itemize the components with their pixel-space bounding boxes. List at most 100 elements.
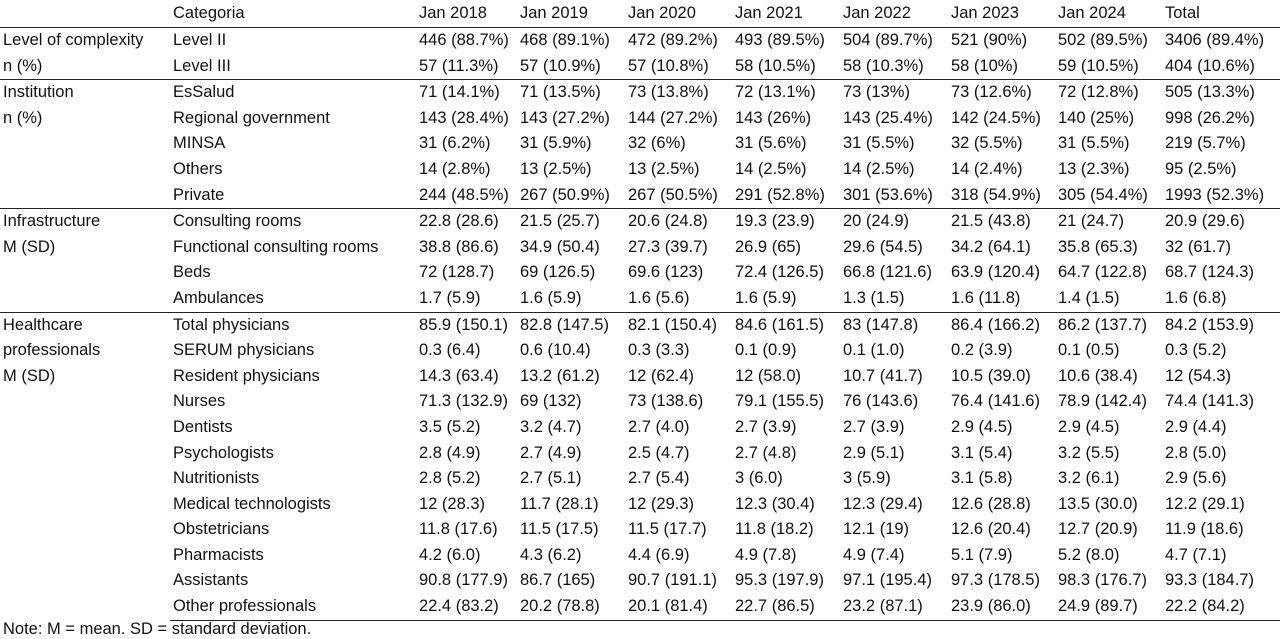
value-cell: 19.3 (23.9): [732, 208, 840, 235]
category-cell: Beds: [173, 263, 211, 282]
value-cell: 4.2 (6.0): [419, 545, 481, 564]
value-cell: 4.3 (6.2): [520, 545, 582, 564]
value-cell: 59 (10.5%): [1058, 56, 1139, 75]
value-cell: 1.7 (5.9): [419, 288, 481, 307]
value-cell: 0.1 (1.0): [843, 341, 905, 360]
value-cell: 97.3 (178.5): [951, 571, 1040, 590]
table-row: Resident physicians 14.3 (63.4) 13.2 (61.2…: [0, 364, 1280, 390]
value-cell: 12 (62.4): [628, 366, 695, 385]
header-column: Jan 2019: [520, 4, 588, 22]
value-cell: 13.5 (30.0): [1058, 494, 1138, 513]
value-cell: 1.4 (1.5): [1058, 288, 1120, 307]
header-column: Jan 2023: [951, 4, 1019, 22]
value-cell: 32 (61.7): [1165, 237, 1232, 256]
value-cell: 72 (13.1%): [732, 79, 840, 106]
table-row: Obstetricians 11.8 (17.6) 11.5 (17.5) 11.5 …: [0, 517, 1280, 543]
value-cell: 2.7 (3.9): [735, 417, 797, 436]
value-cell: 12.7 (20.9): [1058, 520, 1138, 539]
value-cell: 95.3 (197.9): [735, 571, 824, 590]
table-row: Infrastructure M (SD) Consulting rooms 22.8…: [0, 208, 1280, 313]
value-cell: 12 (54.3): [1165, 366, 1232, 385]
value-cell: 82.8 (147.5): [517, 311, 625, 339]
value-cell: 3406 (89.4%): [1165, 31, 1265, 49]
value-cell: 26.9 (65): [735, 237, 802, 256]
group-label-line: M (SD): [3, 237, 56, 256]
value-cell: 82.1 (150.4): [625, 311, 732, 339]
category-cell: Others: [173, 159, 223, 178]
row-group: Infrastructure M (SD) Consulting rooms 22.8…: [0, 208, 1280, 313]
value-cell: 20.9 (29.6): [1162, 208, 1280, 235]
table-row: Healthcare professionals M (SD) Total physi…: [0, 311, 1280, 621]
value-cell: 11.9 (18.6): [1165, 520, 1244, 539]
header-category: Categoria: [173, 4, 245, 22]
value-cell: 468 (89.1%): [520, 31, 610, 49]
value-cell: 27.3 (39.7): [628, 237, 708, 256]
value-cell: 14.3 (63.4): [419, 366, 499, 385]
value-cell: 0.1 (0.9): [735, 341, 797, 360]
value-cell: 13 (2.5%): [520, 159, 592, 178]
value-cell: 1.3 (1.5): [843, 288, 905, 307]
value-cell: 86.4 (166.2): [948, 311, 1055, 339]
value-cell: 57 (10.8%): [628, 56, 709, 75]
value-cell: 0.2 (3.9): [951, 341, 1013, 360]
value-cell: 23.2 (87.1): [840, 594, 948, 621]
group-label-line: M (SD): [3, 366, 56, 385]
value-cell: 998 (26.2%): [1165, 108, 1255, 127]
category-cell: Level III: [173, 56, 231, 75]
category-cell: Obstetricians: [173, 520, 270, 539]
value-cell: 2.9 (5.1): [843, 443, 905, 462]
value-cell: 502 (89.5%): [1058, 31, 1148, 49]
category-cell: Functional consulting rooms: [173, 237, 379, 256]
value-cell: 493 (89.5%): [735, 31, 825, 49]
value-cell: 11.5 (17.7): [628, 520, 707, 539]
value-cell: 83 (147.8): [840, 311, 948, 339]
value-cell: 31 (5.5%): [843, 134, 915, 153]
value-cell: 4.9 (7.8): [735, 545, 797, 564]
value-cell: 3.2 (4.7): [520, 417, 582, 436]
value-cell: 13.2 (61.2): [520, 366, 600, 385]
category-cell: Ambulances: [173, 288, 264, 307]
category-cell: Level II: [173, 31, 227, 49]
value-cell: 21 (24.7): [1055, 208, 1162, 235]
value-cell: 2.7 (4.0): [628, 417, 690, 436]
category-cell: Pharmacists: [173, 545, 264, 564]
value-cell: 3.1 (5.8): [951, 469, 1013, 488]
value-cell: 11.5 (17.5): [520, 520, 599, 539]
value-cell: 3.1 (5.4): [951, 443, 1013, 462]
value-cell: 505 (13.3%): [1162, 79, 1280, 106]
value-cell: 1.6 (6.8): [1165, 288, 1227, 307]
value-cell: 0.6 (10.4): [520, 341, 591, 360]
value-cell: 73 (12.6%): [948, 79, 1055, 106]
value-cell: 32 (5.5%): [951, 134, 1023, 153]
value-cell: 0.1 (0.5): [1058, 341, 1120, 360]
header-column: Jan 2021: [735, 4, 803, 22]
header-column: Jan 2024: [1058, 4, 1126, 22]
value-cell: 2.7 (4.9): [520, 443, 582, 462]
category-cell: Regional government: [173, 108, 330, 127]
value-cell: 504 (89.7%): [843, 31, 933, 49]
value-cell: 31 (5.9%): [520, 134, 592, 153]
header-column: Total: [1165, 4, 1200, 22]
value-cell: 305 (54.4%): [1058, 185, 1148, 204]
value-cell: 72 (12.8%): [1055, 79, 1162, 106]
group-label-line: n (%): [3, 108, 43, 127]
category-cell: Resident physicians: [173, 366, 320, 385]
value-cell: 85.9 (150.1): [416, 311, 517, 339]
table-row: MINSA 31 (6.2%) 31 (5.9%) 32 (6%) 31 (5.6%) 3…: [0, 131, 1280, 157]
value-cell: 64.7 (122.8): [1058, 263, 1147, 282]
value-cell: 34.9 (50.4): [520, 237, 600, 256]
value-cell: 143 (28.4%): [419, 108, 509, 127]
value-cell: 76 (143.6): [843, 392, 919, 411]
group-label-line: professionals: [3, 341, 101, 360]
value-cell: 267 (50.5%): [628, 185, 718, 204]
category-cell: Psychologists: [173, 443, 274, 462]
table-row: Medical technologists 12 (28.3) 11.7 (28.1…: [0, 492, 1280, 518]
value-cell: 2.8 (5.0): [1165, 443, 1227, 462]
category-cell: Consulting rooms: [170, 208, 416, 235]
value-cell: 71 (14.1%): [416, 79, 517, 106]
value-cell: 86.2 (137.7): [1055, 311, 1162, 339]
header-column: Jan 2018: [419, 4, 487, 22]
value-cell: 14 (2.8%): [419, 159, 491, 178]
value-cell: 2.7 (5.4): [628, 469, 690, 488]
